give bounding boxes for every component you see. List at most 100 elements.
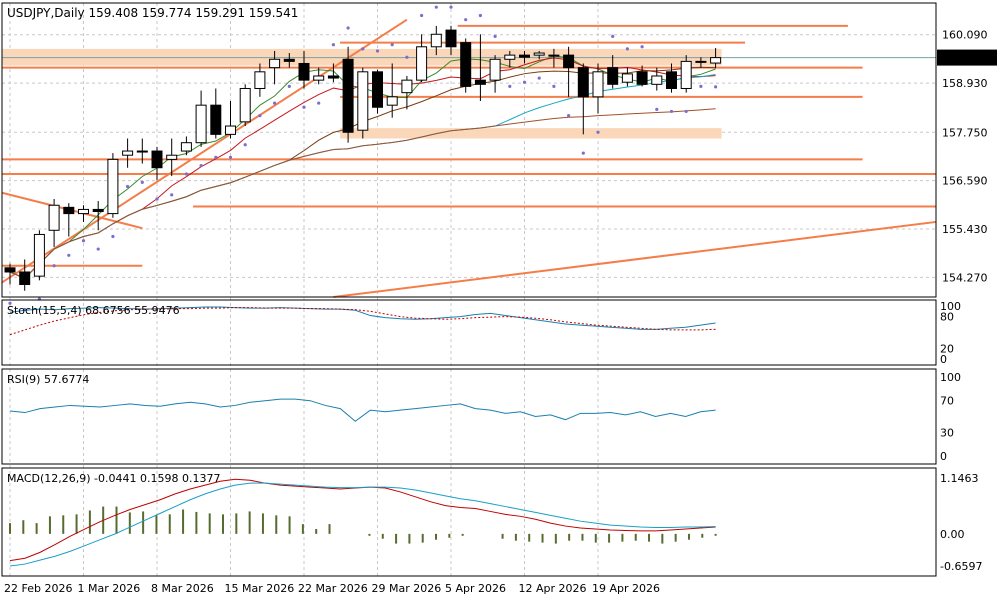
psar-dot [170,193,174,197]
bull-candle [48,204,60,231]
psar-dot [434,5,438,9]
psar-dot [184,172,188,176]
psar-dot [567,113,571,118]
psar-dot [655,107,659,111]
psar-dot [258,113,262,118]
bull-candle [401,79,413,94]
psar-dot [375,49,380,53]
indicator-level-label: 1.1463 [940,472,979,485]
panel-frame [1,299,937,366]
psar-dot [640,45,644,49]
bull-candle [651,75,663,85]
psar-dot [581,151,585,155]
bear-candle [519,54,530,58]
psar-dot [214,155,218,159]
indicator-level-label: 0 [940,450,947,463]
parabolic-sar [8,5,718,312]
bull-candle [592,71,604,98]
bull-candle [710,57,722,64]
bull-candle [107,158,119,215]
indicator-level-label: 70 [940,395,954,408]
bull-candle [313,75,325,81]
indicator-level-label: 0.00 [940,528,965,541]
indicator-level-label: 80 [940,311,954,324]
psar-dot [317,101,321,105]
bear-candle [474,79,486,85]
bull-candle [136,150,148,153]
bull-candle [416,46,428,81]
indicator-line [9,398,716,422]
psar-dot [331,43,335,47]
psar-dot [67,253,71,257]
psar-dot [611,34,615,38]
bear-candle [445,29,457,48]
psar-dot [405,55,409,59]
bear-candle [92,208,104,213]
bear-candle [636,71,648,85]
psar-dot [552,84,556,89]
psar-dot [96,247,100,251]
bear-candle [563,54,575,69]
indicator-line [9,482,716,567]
price-tick-label: 156.590 [942,175,988,188]
indicator-header: MACD(12,26,9) -0.0441 0.1598 0.1377 [7,472,220,485]
bear-candle [666,71,677,89]
date-tick-label: 22 Feb 2026 [4,582,72,595]
bull-candle [269,58,281,69]
psar-dot [714,85,718,89]
bull-candle [680,60,692,89]
psar-dot [449,5,453,9]
bull-candle [504,54,516,60]
psar-dot [302,105,306,109]
bear-candle [63,206,75,215]
long-support-trendline [333,220,937,298]
bull-candle [254,71,266,89]
bull-candle [225,125,236,135]
bear-candle [4,267,16,273]
price-tick-label: 154.270 [942,271,988,284]
bull-candle [166,154,178,160]
psar-dot [199,164,203,168]
bull-candle [180,142,192,152]
psar-dot [522,80,527,84]
panel-frames [1,2,937,577]
psar-dot [669,109,674,114]
bear-candle [577,67,589,98]
x-axis-labels: 22 Feb 2026 1 Mar 2026 8 Mar 2026 15 Mar 20… [4,582,660,595]
moving-average-line [9,108,716,279]
chart-header: USDJPY,Daily 159.408 159.774 159.291 159… [7,6,298,20]
bull-candle [430,33,442,48]
supply-demand-zone [340,128,722,139]
date-tick-label: 1 Mar 2026 [78,582,141,595]
panel-frame [1,467,937,577]
bull-candle [122,150,134,156]
psar-dot [155,197,159,201]
current-price-label: 159.541 [942,52,992,65]
psar-dot [243,143,247,147]
date-tick-label: 19 Apr 2026 [592,582,660,595]
indicator-line [9,307,716,336]
price-tick-label: 157.750 [942,126,988,139]
price-tick-label: 155.430 [942,223,988,236]
psar-dot [464,18,468,22]
date-tick-label: 15 Mar 2026 [225,582,295,595]
bear-candle [283,58,295,62]
indicator-level-label: 20 [940,342,954,355]
date-tick-label: 29 Mar 2026 [372,582,442,595]
psar-dot [420,13,424,18]
psar-dot [111,234,115,239]
indicator-level-label: -0.6597 [940,560,982,573]
indicator-line [9,306,716,330]
indicator-header: Stoch(15,5,4) 68.6756 55.9476 [7,304,180,317]
date-tick-label: 22 Mar 2026 [298,582,368,595]
indicator-level-label: 100 [940,300,961,313]
bear-candle [327,75,339,79]
bear-candle [19,271,31,285]
bear-candle [151,150,163,169]
psar-dot [361,47,365,51]
bear-candle [342,58,354,133]
bull-candle [33,233,45,277]
psar-dot [81,239,86,243]
bear-candle [372,71,383,108]
